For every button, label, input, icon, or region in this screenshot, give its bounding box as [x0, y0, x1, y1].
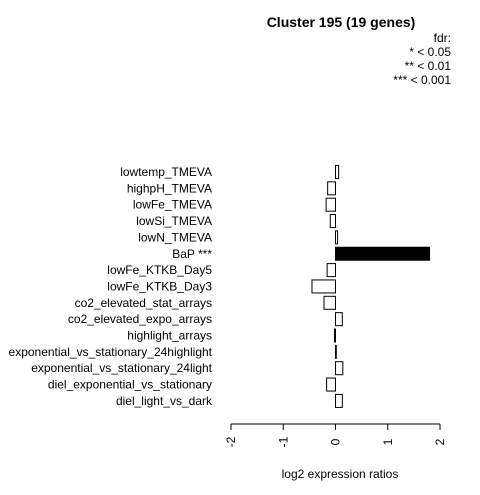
legend-line-3-star: *** < 0.001	[393, 73, 451, 87]
bar-2	[327, 181, 337, 196]
x-axis: -2 -1 0 1 2	[224, 423, 447, 447]
bar-15	[335, 393, 343, 408]
category-label-2: highpH_TMEVA	[127, 181, 212, 195]
category-label-11: highlight_arrays	[127, 329, 212, 343]
x-tick-label-3: 0	[329, 438, 343, 445]
chart-title: Cluster 195 (19 genes)	[267, 14, 416, 30]
x-tick-label-5: 2	[433, 438, 447, 445]
bar-1	[335, 165, 340, 179]
legend-line-2-star: ** < 0.01	[405, 59, 452, 73]
bar-14	[326, 377, 336, 392]
category-label-3: lowFe_TMEVA	[133, 198, 212, 212]
bar-10	[335, 312, 343, 327]
x-tick-label-2: -1	[276, 436, 290, 447]
bar-8	[311, 279, 336, 294]
category-label-10: co2_elevated_expo_arrays	[68, 312, 212, 326]
bars	[311, 165, 431, 408]
category-label-8: lowFe_KTKB_Day3	[107, 279, 212, 293]
bar-7	[326, 263, 337, 278]
category-label-9: co2_elevated_stat_arrays	[75, 296, 212, 310]
category-label-4: lowSi_TMEVA	[136, 214, 212, 228]
category-label-7: lowFe_KTKB_Day5	[107, 263, 212, 277]
legend: fdr: * < 0.05 ** < 0.01 *** < 0.001	[393, 31, 451, 87]
category-label-12: exponential_vs_stationary_24highlight	[9, 345, 213, 359]
category-label-5: lowN_TMEVA	[138, 230, 212, 244]
category-label-1: lowtemp_TMEVA	[120, 165, 212, 179]
category-labels: lowtemp_TMEVA highpH_TMEVA lowFe_TMEVA lowS…	[9, 165, 213, 408]
x-tick-label-1: -2	[224, 436, 238, 447]
category-label-15: diel_light_vs_dark	[116, 394, 213, 408]
bar-9	[323, 295, 337, 310]
bar-5	[335, 230, 339, 245]
legend-line-1-star: * < 0.05	[409, 45, 451, 59]
bar-13	[335, 361, 344, 376]
x-axis-label: log2 expression ratios	[282, 467, 399, 481]
bar-3	[325, 197, 337, 212]
bar-6	[335, 246, 431, 261]
legend-line-fdr: fdr:	[434, 31, 451, 45]
bar-11	[333, 328, 336, 343]
category-label-6: BaP ***	[172, 247, 212, 261]
bar-4	[329, 214, 336, 229]
category-label-13: exponential_vs_stationary_24light	[31, 361, 212, 375]
category-label-14: diel_exponential_vs_stationary	[48, 378, 212, 392]
x-tick-label-4: 1	[381, 438, 395, 445]
bar-12	[335, 344, 337, 359]
